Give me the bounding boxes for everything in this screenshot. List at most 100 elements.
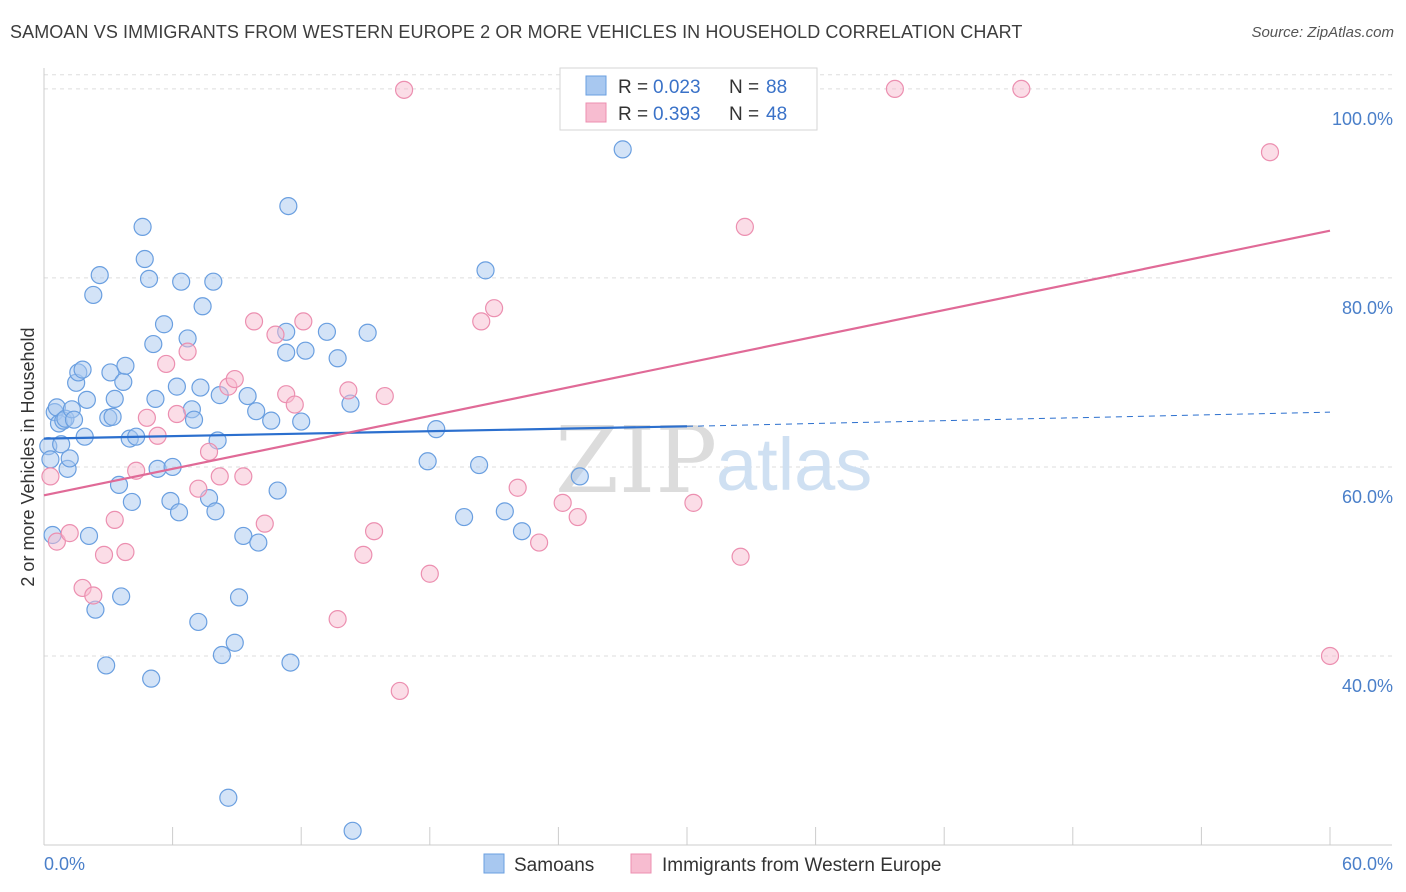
data-point bbox=[249, 533, 268, 552]
trend-line-samoans bbox=[43, 425, 688, 440]
data-point bbox=[47, 532, 66, 551]
data-point bbox=[469, 455, 489, 475]
data-point bbox=[84, 285, 103, 305]
data-point bbox=[553, 493, 572, 512]
data-point bbox=[234, 526, 253, 546]
chart-title: SAMOAN VS IMMIGRANTS FROM WESTERN EUROPE… bbox=[10, 22, 1023, 42]
data-point bbox=[90, 265, 109, 285]
data-point bbox=[1260, 143, 1280, 162]
data-point bbox=[191, 378, 210, 397]
legend-n-value-0: 88 bbox=[766, 77, 787, 98]
data-point bbox=[135, 249, 154, 269]
data-point bbox=[418, 452, 437, 471]
data-point bbox=[354, 545, 373, 564]
data-point bbox=[116, 356, 135, 375]
data-point bbox=[199, 442, 219, 461]
data-point bbox=[105, 389, 124, 409]
legend-r-label-1: R = bbox=[618, 104, 648, 125]
y-tick-label: 40.0% bbox=[1342, 676, 1393, 696]
data-point bbox=[225, 633, 244, 652]
data-point bbox=[189, 479, 208, 498]
data-point bbox=[157, 354, 176, 374]
data-point bbox=[169, 503, 189, 522]
data-point bbox=[229, 588, 249, 607]
data-point bbox=[212, 645, 231, 665]
series-samoans-points bbox=[39, 140, 632, 840]
data-point bbox=[60, 524, 79, 543]
data-point bbox=[328, 349, 347, 368]
data-point bbox=[292, 412, 311, 431]
bottom-legend-label-samoans: Samoans bbox=[514, 855, 594, 876]
data-point bbox=[420, 564, 439, 583]
x-tick-label-max: 60.0% bbox=[1342, 854, 1393, 874]
series-legend: Samoans Immigrants from Western Europe bbox=[483, 853, 941, 876]
data-point bbox=[79, 526, 99, 546]
data-point bbox=[41, 450, 60, 469]
data-point bbox=[114, 372, 133, 391]
data-point bbox=[427, 420, 446, 439]
stats-legend: R = 0.023 N = 88 R = 0.393 N = 48 bbox=[559, 67, 818, 131]
legend-r-label-0: R = bbox=[618, 77, 648, 98]
source-label: Source: ZipAtlas.com bbox=[1251, 24, 1394, 41]
data-point bbox=[375, 386, 394, 406]
data-point bbox=[204, 272, 223, 291]
data-point bbox=[167, 377, 186, 396]
data-point bbox=[77, 390, 96, 409]
data-point bbox=[885, 79, 905, 99]
trend-line-immigrants bbox=[43, 229, 1331, 497]
data-point bbox=[472, 312, 491, 331]
trend-lines bbox=[43, 229, 1331, 497]
legend-swatch-immigrants bbox=[585, 102, 607, 123]
series-immigrants-points bbox=[41, 79, 1340, 701]
data-point bbox=[390, 681, 409, 701]
watermark-atlas: atlas bbox=[716, 423, 872, 506]
data-point bbox=[731, 547, 750, 566]
data-point bbox=[60, 449, 79, 468]
data-point bbox=[613, 140, 632, 159]
bottom-legend-swatch-immigrants bbox=[630, 853, 652, 874]
data-point bbox=[394, 80, 414, 99]
data-point bbox=[148, 459, 167, 478]
data-point bbox=[343, 821, 362, 840]
data-point bbox=[73, 360, 92, 379]
data-point bbox=[193, 297, 212, 316]
data-point bbox=[339, 381, 358, 400]
data-point bbox=[684, 493, 703, 512]
data-point bbox=[144, 334, 163, 354]
data-point bbox=[279, 196, 298, 216]
data-point bbox=[146, 389, 165, 409]
data-point bbox=[317, 322, 337, 341]
bottom-legend-swatch-samoans bbox=[483, 853, 505, 874]
y-tick-label: 80.0% bbox=[1342, 298, 1393, 318]
data-point bbox=[189, 612, 208, 632]
legend-swatch-samoans bbox=[585, 75, 607, 96]
data-point bbox=[112, 587, 131, 606]
data-point bbox=[105, 510, 124, 529]
data-point bbox=[1012, 79, 1031, 99]
data-point bbox=[476, 261, 495, 280]
data-point bbox=[495, 502, 514, 521]
legend-r-value-0: 0.023 bbox=[653, 77, 701, 98]
data-point bbox=[277, 343, 296, 362]
data-point bbox=[206, 502, 225, 521]
data-point bbox=[266, 325, 285, 344]
data-point bbox=[139, 269, 159, 288]
data-point bbox=[225, 369, 244, 389]
data-point bbox=[219, 788, 238, 807]
data-point bbox=[178, 342, 197, 361]
data-point bbox=[84, 586, 103, 605]
trend-line-samoans-extension bbox=[686, 411, 1331, 427]
data-point bbox=[570, 467, 589, 486]
x-tick-label-min: 0.0% bbox=[44, 854, 85, 874]
x-tick-labels: 0.0% 60.0% bbox=[44, 854, 1393, 874]
y-tick-labels: 40.0% 60.0% 80.0% 100.0% bbox=[1332, 109, 1393, 696]
data-point bbox=[262, 411, 281, 430]
data-point bbox=[116, 542, 135, 562]
data-point bbox=[101, 363, 120, 382]
legend-n-label-1: N = bbox=[729, 104, 759, 125]
data-point bbox=[735, 217, 754, 236]
data-point bbox=[238, 386, 257, 406]
data-point bbox=[244, 312, 264, 331]
legend-n-label-0: N = bbox=[729, 77, 759, 98]
